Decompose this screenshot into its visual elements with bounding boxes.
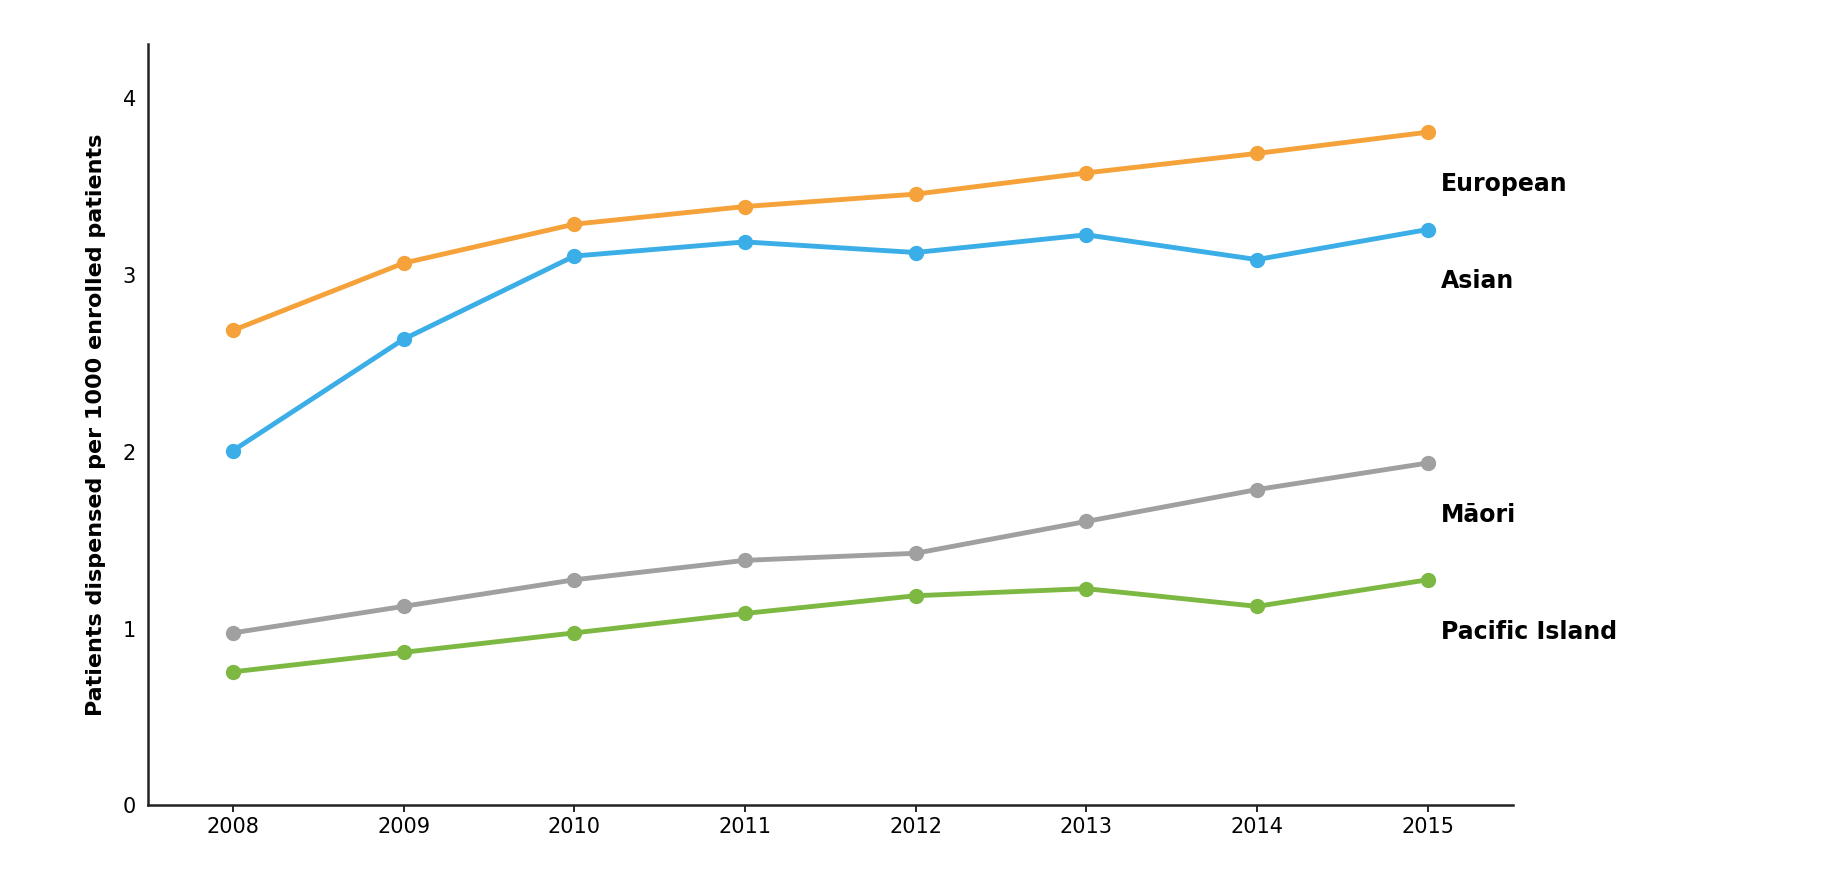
Text: Pacific Island: Pacific Island: [1441, 619, 1618, 643]
Text: European: European: [1441, 172, 1568, 196]
Text: Māori: Māori: [1441, 502, 1517, 527]
Y-axis label: Patients dispensed per 1000 enrolled patients: Patients dispensed per 1000 enrolled pat…: [87, 134, 105, 715]
Text: Asian: Asian: [1441, 269, 1515, 293]
